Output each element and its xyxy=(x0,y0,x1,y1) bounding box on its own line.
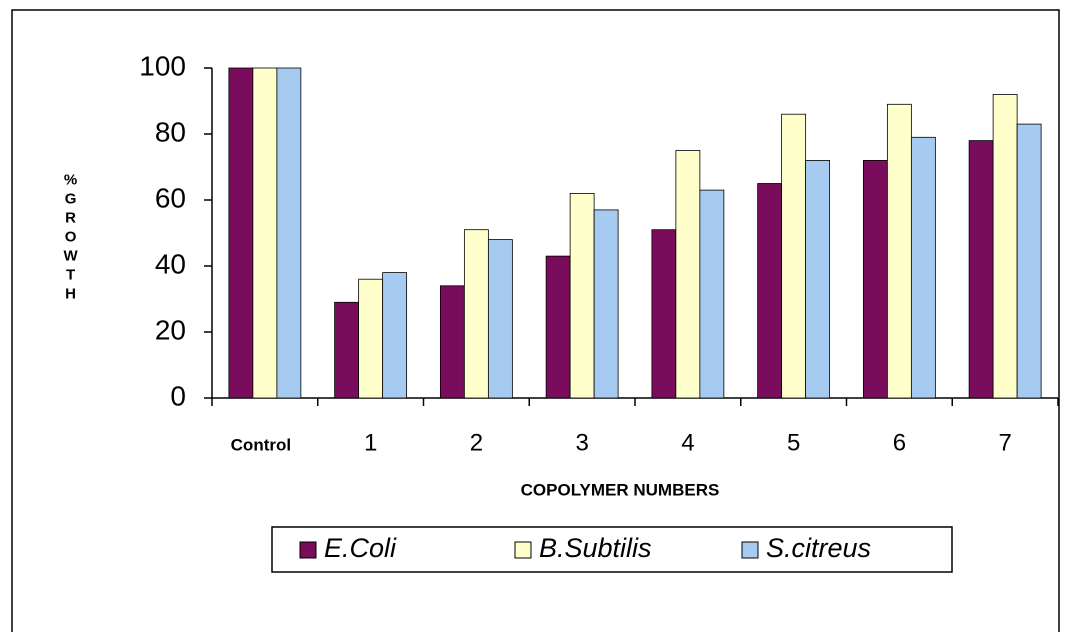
legend-swatch xyxy=(741,541,759,559)
bar xyxy=(276,67,302,399)
bar xyxy=(805,159,831,399)
bar xyxy=(886,103,912,399)
y-tick-label: 0 xyxy=(170,380,186,411)
x-tick-label: Control xyxy=(231,435,291,454)
legend-swatch xyxy=(299,541,317,559)
x-tick-label: 1 xyxy=(364,429,377,456)
legend-label: S.citreus xyxy=(766,533,871,563)
x-tick-label: 3 xyxy=(575,429,588,456)
bar xyxy=(439,285,465,399)
x-axis-label: COPOLYMER NUMBERS xyxy=(521,480,720,499)
x-tick-label: 2 xyxy=(470,429,483,456)
legend-swatch xyxy=(514,541,532,559)
bar xyxy=(252,67,278,399)
x-tick-label: 5 xyxy=(787,429,800,456)
bar xyxy=(545,255,571,399)
bar xyxy=(862,159,888,399)
bar xyxy=(992,94,1018,399)
y-tick-label: 100 xyxy=(139,50,186,81)
legend-label: B.Subtilis xyxy=(539,533,652,563)
bar xyxy=(675,150,701,399)
bar xyxy=(699,189,725,399)
y-tick-label: 80 xyxy=(155,116,186,147)
bar xyxy=(382,272,408,399)
bar xyxy=(651,229,677,399)
bar xyxy=(757,183,783,399)
bar xyxy=(334,301,360,399)
y-tick-label: 40 xyxy=(155,248,186,279)
bar xyxy=(593,209,619,399)
x-tick-label: 6 xyxy=(893,429,906,456)
bar xyxy=(487,239,513,399)
bar xyxy=(781,113,807,399)
y-axis-label: %GROWTH xyxy=(62,172,79,305)
bar xyxy=(910,136,936,399)
bar xyxy=(569,192,595,399)
legend-box xyxy=(271,526,953,573)
bar xyxy=(358,278,384,399)
y-tick-label: 20 xyxy=(155,314,186,345)
legend-label: E.Coli xyxy=(324,533,397,563)
bar xyxy=(968,140,994,399)
y-tick-label: 60 xyxy=(155,182,186,213)
bar xyxy=(1016,123,1042,399)
x-tick-label: 4 xyxy=(681,429,694,456)
x-tick-label: 7 xyxy=(998,429,1011,456)
bar xyxy=(228,67,254,399)
bar xyxy=(463,229,489,399)
